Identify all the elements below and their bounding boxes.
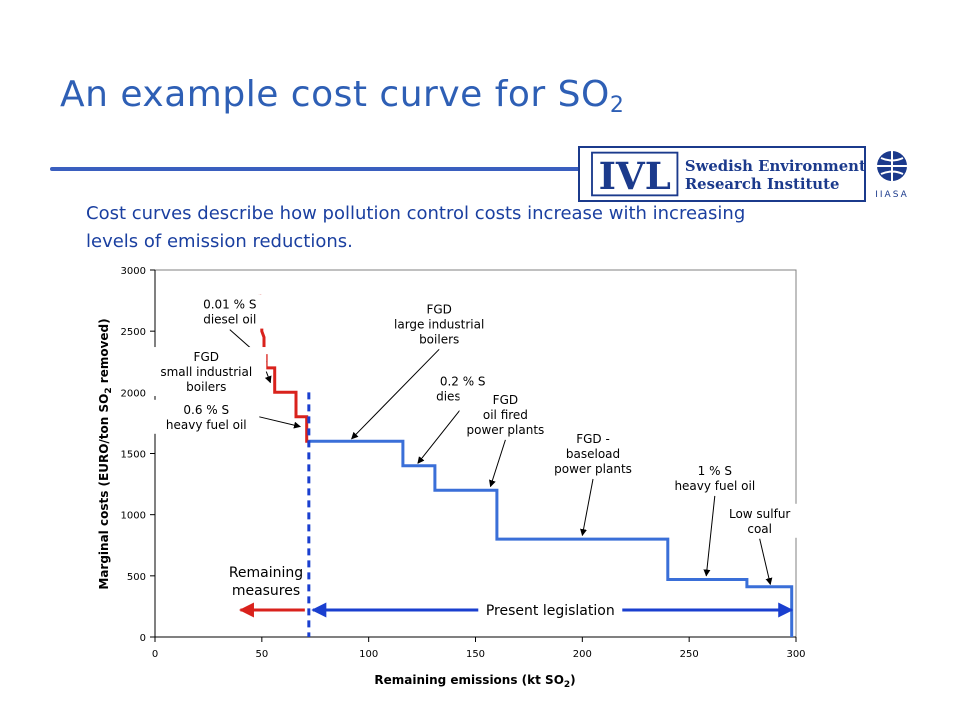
title-divider [50, 167, 580, 171]
x-tick-label: 150 [466, 649, 485, 660]
annotation-text: baseload [566, 447, 620, 461]
y-tick-label: 500 [127, 572, 146, 583]
annotation-arrow [417, 406, 464, 464]
annotation-text: FGD [194, 350, 219, 364]
annotation-text: FGD - [576, 432, 610, 446]
axis-ticks: 0 50 100 150 200 250 3000500100015002000250030… [121, 266, 806, 660]
annotation-arrow [580, 478, 594, 537]
ivl-mark-frame [591, 151, 679, 197]
annotation-arrow [259, 416, 301, 429]
y-axis-label-main: Marginal costs (EURO/ton SO [97, 394, 111, 590]
y-tick-label: 1000 [121, 511, 146, 522]
y-tick-label: 1500 [121, 450, 146, 461]
annotation-text: FGD [426, 302, 451, 316]
x-tick-label: 50 [255, 649, 268, 660]
annotation-bg [547, 429, 640, 478]
annotation-text: Low sulfur [729, 507, 790, 521]
ivl-name-line2: Research Institute [685, 175, 840, 193]
series-lines [258, 294, 794, 637]
ivl-logo: IVL Swedish Environmental Research Insti… [578, 146, 866, 202]
remaining-measures-label-line1: Remaining [229, 565, 303, 581]
ivl-mark-text: IVL [599, 154, 671, 198]
annotation-text: 0.2 % S [440, 375, 486, 389]
annotation-text: power plants [467, 423, 545, 437]
y-axis-label: Marginal costs (EURO/ton SO2 removed) [97, 318, 114, 589]
present-legislation-label: Present legislation [486, 603, 615, 619]
annotation-arrow [759, 538, 773, 586]
annotation-text: 0.01 % S [203, 298, 256, 312]
slide-title-main: An example cost curve for SO [60, 74, 610, 115]
y-axis-label-end: removed) [97, 318, 111, 387]
annotation-text: power plants [554, 462, 632, 476]
annotation-text: coal [747, 522, 772, 536]
cost-curve-line-1 [258, 294, 309, 443]
annotation-text: large industrial [394, 317, 484, 331]
slide-title-subscript: 2 [609, 93, 625, 118]
iiasa-logo-text: IIASA [875, 190, 909, 200]
legislation-markers: Remaining measures Present legislation [229, 392, 794, 637]
annotation-bg [661, 460, 768, 495]
annotation-bg [190, 294, 269, 329]
y-tick-label: 0 [140, 633, 146, 644]
x-tick-label: 0 [152, 649, 158, 660]
annotation-bg [379, 299, 500, 349]
annotation-text: small industrial [160, 365, 252, 379]
y-tick-label: 3000 [121, 266, 146, 277]
annotation-arrow [351, 348, 440, 440]
annotation-text: heavy fuel oil [674, 479, 755, 493]
annotation-text: heavy fuel oil [166, 418, 247, 432]
x-tick-label: 200 [573, 649, 592, 660]
remaining-measures-label-line2: measures [232, 583, 300, 599]
annotation-bg [720, 503, 799, 538]
annotation-text: oil fired [483, 408, 528, 422]
annotation-text: 1 % S [698, 464, 732, 478]
y-tick-label: 2000 [121, 388, 146, 399]
x-tick-label: 100 [359, 649, 378, 660]
annotation-bg [459, 389, 552, 439]
annotation-arrow [703, 495, 716, 577]
annotation-text: 0.6 % S [183, 403, 229, 417]
iiasa-logo: IIASA [875, 151, 909, 200]
y-tick-label: 2500 [121, 327, 146, 338]
x-tick-label: 250 [680, 649, 699, 660]
x-tick-label: 300 [786, 649, 805, 660]
annotation-text: FGD [493, 393, 518, 407]
annotation-text: boilers [419, 332, 459, 346]
slide-title: An example cost curve for SO2 [60, 74, 624, 118]
annotation-bg [146, 347, 267, 397]
annotation-text: boilers [186, 380, 226, 394]
x-axis-label-end: ) [570, 673, 575, 687]
cost-curve-line-2 [308, 439, 794, 637]
x-axis-label: Remaining emissions (kt SO2) [374, 673, 575, 690]
present-legislation-label-bg [478, 599, 623, 621]
annotation-bg [153, 399, 260, 434]
x-axis-label-subscript: 2 [564, 680, 570, 690]
annotation-arrow [489, 439, 506, 488]
x-axis-label-main: Remaining emissions (kt SO [374, 673, 564, 687]
intro-text: Cost curves describe how pollution contr… [86, 203, 746, 252]
annotation-arrow [264, 371, 272, 384]
annotation-text: diesel oil [203, 313, 256, 327]
y-axis-label-subscript: 2 [104, 387, 114, 393]
ivl-name-line1: Swedish Environmental [685, 157, 866, 175]
